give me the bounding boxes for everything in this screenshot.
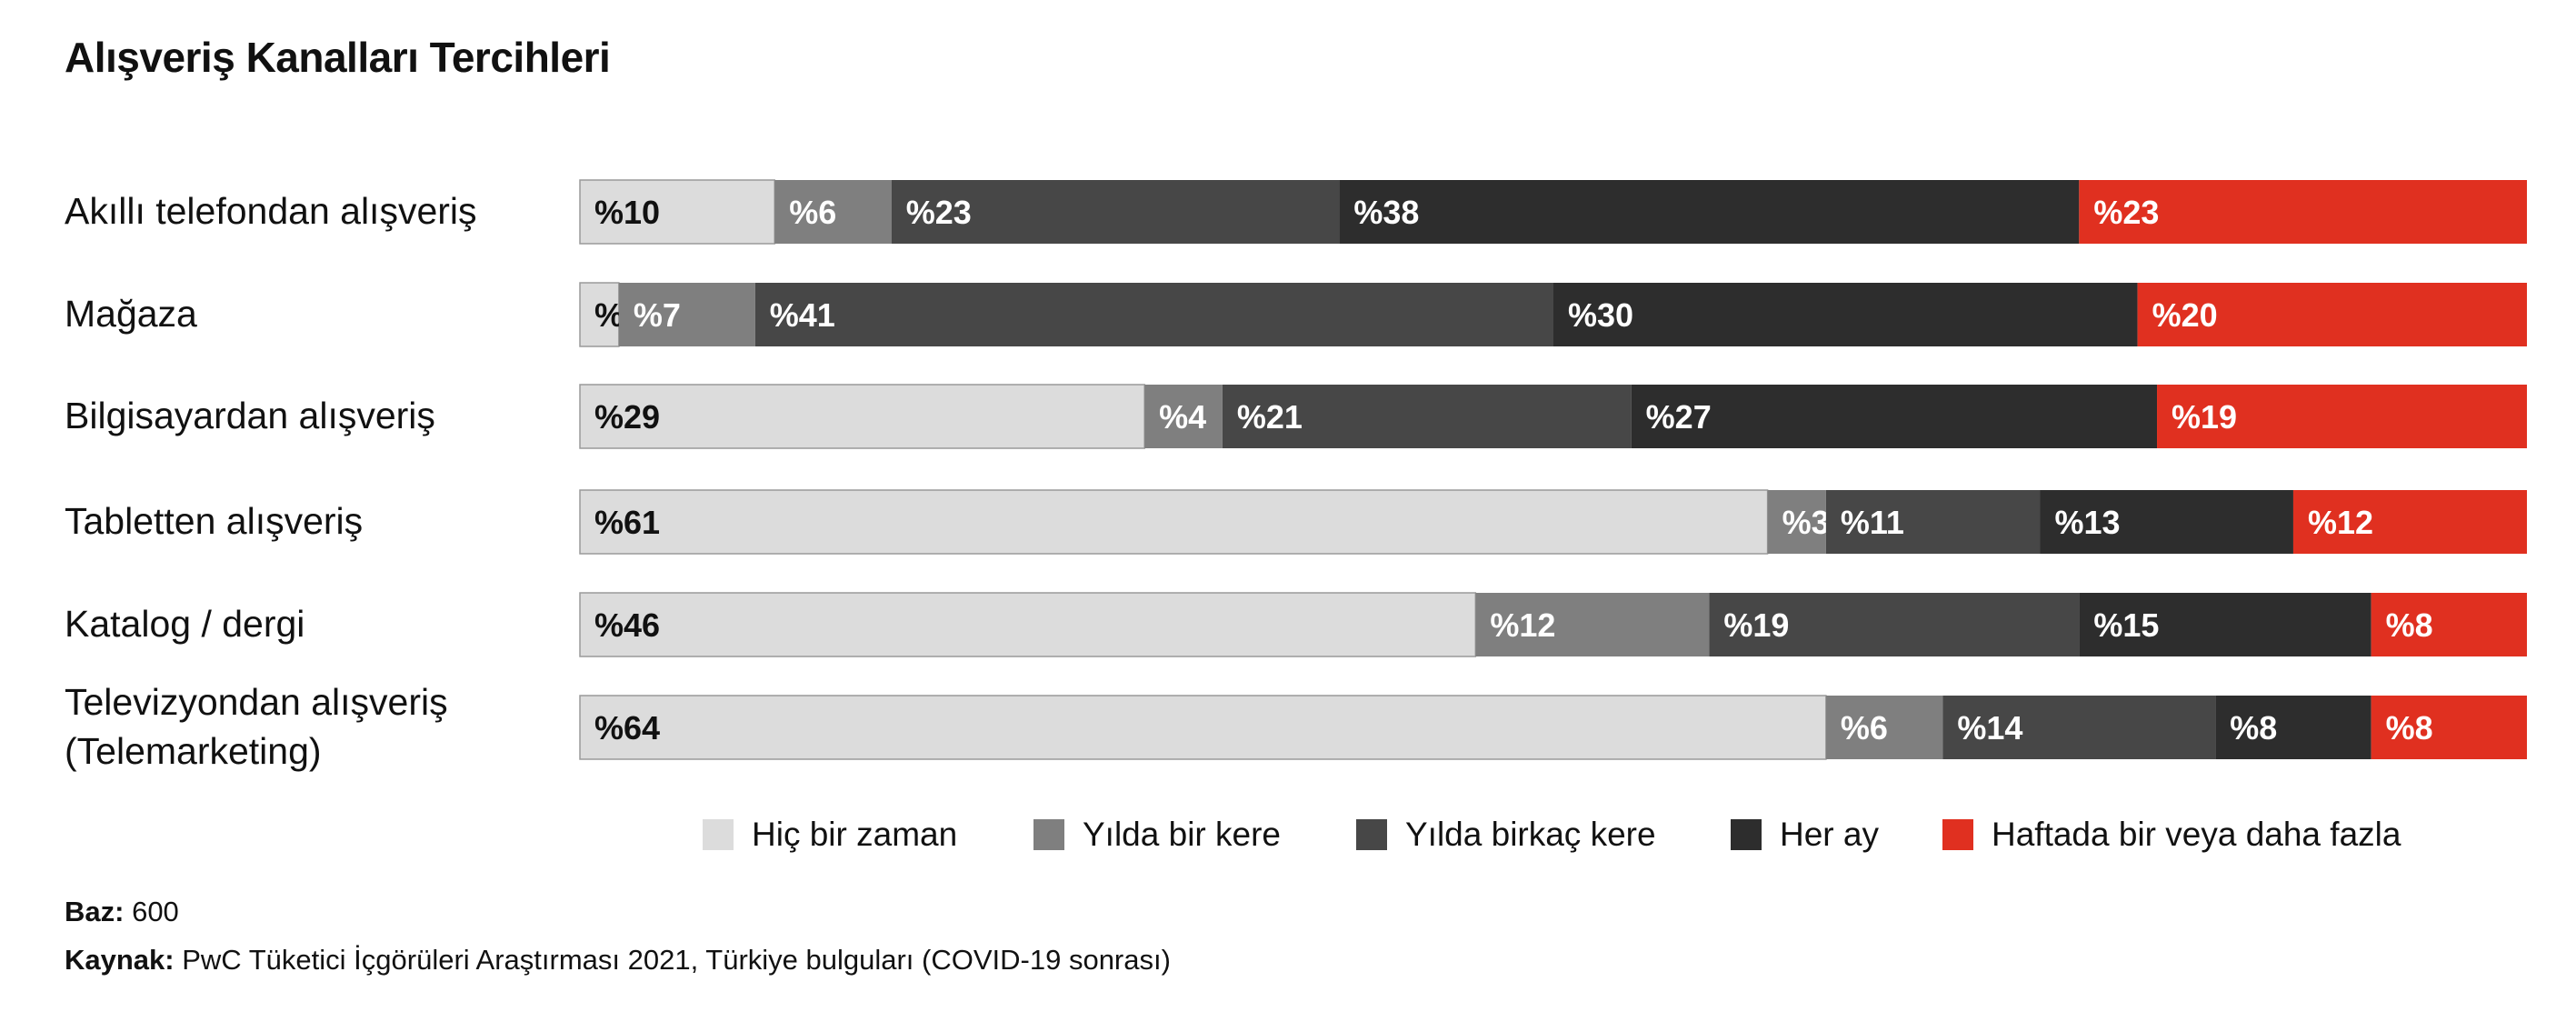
bar-segment	[2292, 490, 2527, 554]
bar-value-label: %10	[594, 194, 660, 231]
chart-legend: Hiç bir zaman Yılda bir kere Yılda birkaç …	[0, 812, 2576, 857]
bar-segment	[1942, 696, 2216, 759]
category-label: Mağaza	[65, 293, 197, 335]
bar-value-label: %12	[2308, 504, 2373, 541]
bar-value-label: %14	[1957, 709, 2022, 746]
bar-segment	[1709, 593, 2080, 656]
bar-segment	[1144, 385, 1223, 448]
bar-value-label: %21	[1237, 398, 1303, 436]
bar-value-label: %23	[906, 194, 972, 231]
bar-segment	[2371, 593, 2527, 656]
bar-segment	[1631, 385, 2158, 448]
bar-value-label: %13	[2055, 504, 2121, 541]
bar-segment	[2215, 696, 2371, 759]
chart-title: Alışveriş Kanalları Tercihleri	[65, 34, 611, 81]
bar-value-label: %12	[1490, 606, 1555, 644]
legend-label: Her ay	[1780, 816, 1879, 853]
bar-value-label: %30	[1568, 296, 1633, 334]
stacked-bar-chart: Akıllı telefondan alışveriş %10 %6 %23 %38 %2…	[65, 179, 2527, 772]
bar-segment	[618, 283, 755, 346]
bar-value-label: %61	[594, 504, 660, 541]
bar-value-label: %19	[2172, 398, 2237, 436]
bar-segment	[2157, 385, 2527, 448]
legend-item: Yılda birkaç kere	[1356, 812, 1656, 857]
category-label: Televizyondan alışveriş	[65, 681, 448, 723]
bar-segment	[1553, 283, 2138, 346]
bar-value-label: %20	[2152, 296, 2218, 334]
source-note: Kaynak: PwC Tüketici İçgörüleri Araştırm…	[65, 944, 1171, 977]
category-label: (Telemarketing)	[65, 730, 322, 772]
legend-label: Haftada bir veya daha fazla	[1992, 816, 2401, 853]
legend-item: Yılda bir kere	[1033, 812, 1281, 857]
base-label: Baz:	[65, 896, 125, 927]
bar-segment	[1222, 385, 1632, 448]
bar-segment	[2137, 283, 2527, 346]
bar-value-label: %46	[594, 606, 660, 644]
legend-swatch	[1356, 819, 1387, 850]
bar-value-label: %64	[594, 709, 660, 746]
source-label: Kaynak:	[65, 944, 175, 976]
bar-value-label: %4	[1159, 398, 1206, 436]
bar-segment	[1825, 490, 2041, 554]
legend-label: Yılda bir kere	[1083, 816, 1281, 853]
bar-segment	[891, 180, 1340, 244]
bar-value-label: %38	[1353, 194, 1419, 231]
bar-value-label: %15	[2093, 606, 2159, 644]
bar-value-label: %7	[634, 296, 681, 334]
bar-value-label: %11	[1841, 504, 1904, 541]
bar-segment	[579, 179, 775, 245]
bar-segment	[579, 384, 1145, 449]
bar-segment	[579, 282, 620, 347]
category-label: Bilgisayardan alışveriş	[65, 395, 435, 436]
category-label: Katalog / dergi	[65, 603, 305, 645]
bar-segment	[2040, 490, 2293, 554]
legend-label: Yılda birkaç kere	[1405, 816, 1656, 853]
bar-segment	[1339, 180, 2080, 244]
bar-segment	[2079, 593, 2371, 656]
legend-swatch	[1731, 819, 1762, 850]
bar-value-label: %27	[1646, 398, 1712, 436]
bar-segment	[774, 180, 892, 244]
legend-item: Her ay	[1731, 812, 1879, 857]
bar-segment	[579, 592, 1477, 657]
source-value: PwC Tüketici İçgörüleri Araştırması 2021…	[182, 944, 1171, 976]
legend-item: Haftada bir veya daha fazla	[1942, 812, 2401, 857]
bar-value-label: %8	[2386, 709, 2433, 746]
bar-segment	[754, 283, 1553, 346]
bar-segment	[1475, 593, 1710, 656]
bar-segment	[2371, 696, 2527, 759]
legend-swatch	[1033, 819, 1064, 850]
category-label: Tabletten alışveriş	[65, 500, 363, 542]
base-note: Baz: 600	[65, 896, 179, 928]
base-value: 600	[132, 896, 179, 927]
legend-swatch	[703, 819, 734, 850]
legend-swatch	[1942, 819, 1973, 850]
bar-segment	[579, 489, 1769, 555]
bar-segment	[2079, 180, 2527, 244]
legend-item: Hiç bir zaman	[703, 812, 957, 857]
bar-value-label: %41	[770, 296, 835, 334]
bar-segment	[1825, 696, 1943, 759]
bar-value-label: %29	[594, 398, 660, 436]
bar-value-label: %8	[2230, 709, 2277, 746]
bar-value-label: %3	[1782, 504, 1830, 541]
legend-label: Hiç bir zaman	[752, 816, 958, 853]
bar-value-label: %19	[1723, 606, 1789, 644]
bar-segment	[1767, 490, 1826, 554]
bar-value-label: %6	[1841, 709, 1888, 746]
bar-value-label: %23	[2093, 194, 2159, 231]
bar-segment	[579, 695, 1827, 760]
category-label: Akıllı telefondan alışveriş	[65, 190, 477, 232]
bar-value-label: %8	[2386, 606, 2433, 644]
bar-value-label: %6	[789, 194, 836, 231]
